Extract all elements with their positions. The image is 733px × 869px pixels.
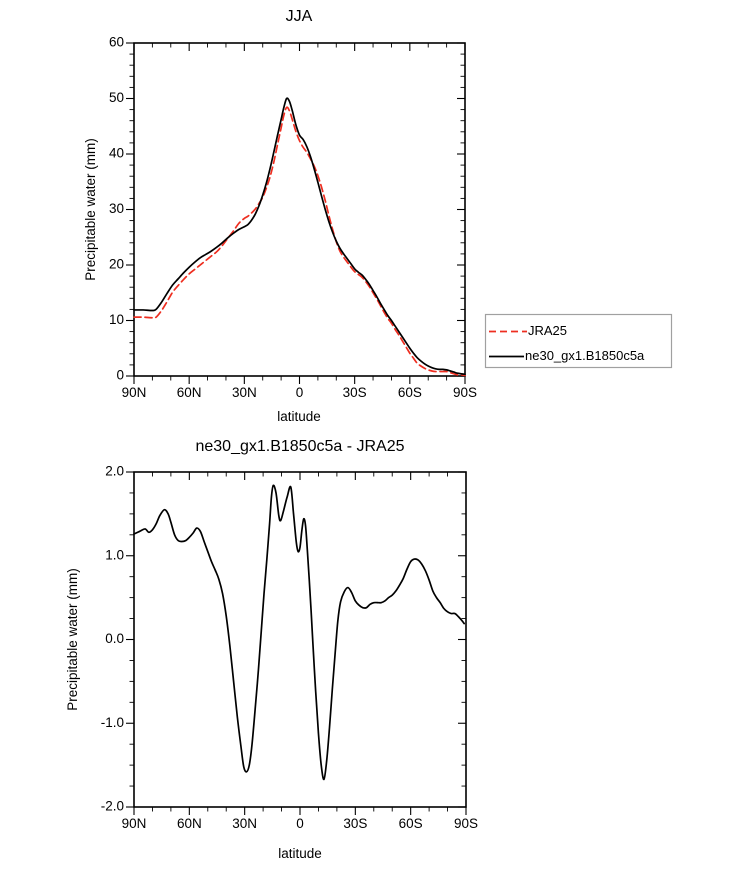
x-tick-label: 60S xyxy=(399,816,423,831)
y-tick-label: -1.0 xyxy=(101,715,124,730)
y-tick-label: 0 xyxy=(116,368,124,383)
x-tick-label: 30S xyxy=(343,816,367,831)
x-tick-label: 90S xyxy=(453,385,477,400)
top-chart: JJA Precipitable water (mm) latitude 90N… xyxy=(83,8,673,424)
top-chart-ylabel: Precipitable water (mm) xyxy=(83,138,98,281)
bottom-chart-ylabel: Precipitable water (mm) xyxy=(65,568,80,711)
y-tick-label: 60 xyxy=(109,35,124,50)
y-tick-label: 20 xyxy=(109,257,124,272)
y-tick-label: -2.0 xyxy=(101,799,124,814)
bottom-chart-title: ne30_gx1.B1850c5a - JRA25 xyxy=(195,438,404,455)
series-line-jra25 xyxy=(133,106,466,377)
x-tick-label: 60N xyxy=(177,816,202,831)
y-tick-label: 30 xyxy=(109,201,124,216)
top-chart-plot-area: 90N 60N 30N 0 30S 60S 90S 0 10 20 30 40 50 60 xyxy=(109,35,477,400)
x-tick-label: 90S xyxy=(454,816,478,831)
bottom-chart-plot-area: 90N 60N 30N 0 30S 60S 90S -2.0 -1.0 0.0 1.0 2.0 xyxy=(101,464,478,831)
plot-frame xyxy=(133,42,466,377)
series-line-ne30-gx1-b1850c5a-jra25 xyxy=(133,484,466,781)
x-tick-label: 90N xyxy=(122,816,147,831)
top-chart-xlabel: latitude xyxy=(277,409,321,424)
legend-box xyxy=(484,313,673,369)
x-tick-label: 30S xyxy=(343,385,367,400)
x-tick-label: 0 xyxy=(296,816,304,831)
y-tick-label: 0.0 xyxy=(105,631,124,646)
bottom-chart-xlabel: latitude xyxy=(278,846,322,861)
x-tick-label: 90N xyxy=(122,385,147,400)
x-tick-label: 0 xyxy=(296,385,304,400)
top-chart-legend: JRA25 ne30_gx1.B1850c5a xyxy=(484,313,673,369)
x-tick-label: 30N xyxy=(232,385,257,400)
bottom-chart: ne30_gx1.B1850c5a - JRA25 Precipitable w… xyxy=(65,438,478,861)
legend-label-jra25: JRA25 xyxy=(528,323,567,338)
x-tick-label: 60S xyxy=(398,385,422,400)
y-tick-label: 50 xyxy=(109,90,124,105)
y-tick-label: 40 xyxy=(109,146,124,161)
y-tick-label: 2.0 xyxy=(105,464,124,479)
legend-label-model: ne30_gx1.B1850c5a xyxy=(525,348,645,363)
top-chart-title: JJA xyxy=(286,8,313,25)
x-tick-label: 30N xyxy=(232,816,257,831)
x-tick-label: 60N xyxy=(177,385,202,400)
y-tick-label: 1.0 xyxy=(105,547,124,562)
plot-frame xyxy=(133,471,467,808)
y-tick-label: 10 xyxy=(109,312,124,327)
series-line-ne30-gx1-b1850c5a xyxy=(133,97,466,376)
